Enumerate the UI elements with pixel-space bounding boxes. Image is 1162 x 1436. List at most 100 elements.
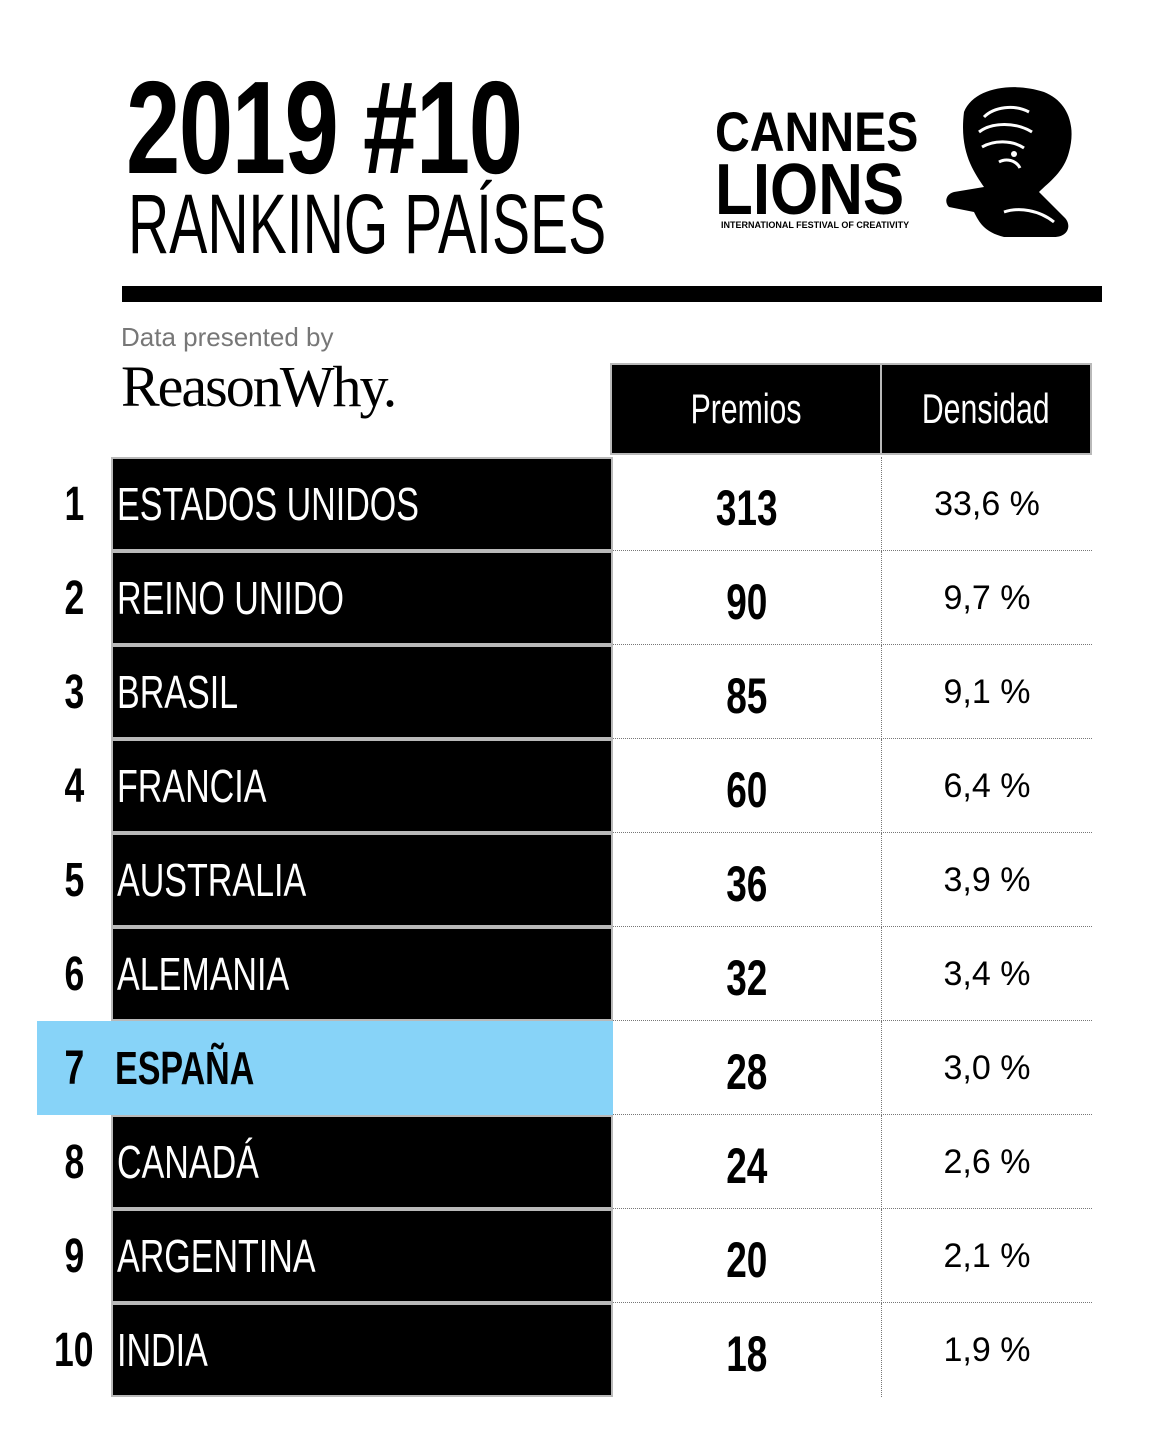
country-cell: BRASIL: [111, 645, 613, 739]
densidad-cell: 1,9 %: [881, 1303, 1092, 1397]
row-divider: [613, 1114, 1092, 1115]
column-header-densidad: Densidad: [880, 363, 1092, 455]
country-cell-text: CANADÁ: [117, 1136, 259, 1188]
row-divider: [613, 644, 1092, 645]
rank-cell-text: 1: [64, 477, 84, 531]
table-row: 8 CANADÁ 24 2,6 %: [0, 1115, 1162, 1209]
premios-cell-text: 36: [725, 856, 768, 912]
sponsor-logo: ReasonWhy.: [121, 354, 397, 419]
rank-cell: 9: [37, 1209, 111, 1303]
densidad-cell: 6,4 %: [881, 739, 1092, 833]
rank-cell-text: 2: [64, 571, 84, 625]
country-cell-text: BRASIL: [117, 666, 239, 718]
country-cell: ALEMANIA: [111, 927, 613, 1021]
country-cell-text: INDIA: [117, 1324, 208, 1376]
rank-cell-text: 9: [64, 1229, 84, 1283]
row-divider: [613, 832, 1092, 833]
premios-cell: 85: [613, 645, 880, 739]
country-cell-text: REINO UNIDO: [117, 572, 344, 624]
row-divider: [613, 1020, 1092, 1021]
row-divider: [613, 1208, 1092, 1209]
table-row: 10 INDIA 18 1,9 %: [0, 1303, 1162, 1397]
page-title: 2019 #10: [126, 54, 523, 201]
table-row: 2 REINO UNIDO 90 9,7 %: [0, 551, 1162, 645]
table-row: 7 ESPAÑA 28 3,0 %: [0, 1021, 1162, 1115]
country-cell: AUSTRALIA: [111, 833, 613, 927]
rank-cell-text: 5: [64, 853, 84, 907]
presented-by-label: Data presented by: [121, 322, 334, 352]
column-header-premios: Premios: [610, 363, 882, 455]
densidad-cell: 3,0 %: [881, 1021, 1092, 1115]
densidad-cell: 33,6 %: [881, 457, 1092, 551]
country-cell: ESPAÑA: [111, 1021, 613, 1115]
premios-cell-text: 28: [725, 1044, 768, 1100]
country-cell-text: FRANCIA: [117, 760, 267, 812]
rank-cell: 8: [37, 1115, 111, 1209]
premios-cell-text: 60: [725, 762, 768, 818]
rank-cell-text: 10: [54, 1323, 94, 1377]
rank-cell: 7: [37, 1021, 111, 1115]
premios-cell-text: 18: [725, 1326, 768, 1382]
country-cell: CANADÁ: [111, 1115, 613, 1209]
table-row: 3 BRASIL 85 9,1 %: [0, 645, 1162, 739]
premios-cell: 313: [613, 457, 880, 551]
table-row: 6 ALEMANIA 32 3,4 %: [0, 927, 1162, 1021]
densidad-cell: 9,7 %: [881, 551, 1092, 645]
rank-cell-text: 6: [64, 947, 84, 1001]
rank-cell-text: 8: [64, 1135, 84, 1189]
rank-cell-text: 3: [64, 665, 84, 719]
country-cell: REINO UNIDO: [111, 551, 613, 645]
premios-cell: 20: [613, 1209, 880, 1303]
logo-tagline: INTERNATIONAL FESTIVAL OF CREATIVITY: [721, 220, 910, 230]
column-header-densidad-label: Densidad: [922, 385, 1050, 432]
premios-cell-text: 32: [725, 950, 768, 1006]
country-cell-text: ALEMANIA: [117, 948, 290, 1000]
row-divider: [613, 1302, 1092, 1303]
rank-cell: 10: [37, 1303, 111, 1397]
densidad-cell: 3,9 %: [881, 833, 1092, 927]
logo-line2: LIONS: [715, 150, 905, 230]
rank-cell-text: 4: [64, 759, 84, 813]
country-cell-text: ESPAÑA: [115, 1042, 255, 1094]
table-row: 1 ESTADOS UNIDOS 313 33,6 %: [0, 457, 1162, 551]
densidad-cell: 2,1 %: [881, 1209, 1092, 1303]
premios-cell: 60: [613, 739, 880, 833]
table-row: 5 AUSTRALIA 36 3,9 %: [0, 833, 1162, 927]
row-divider: [613, 550, 1092, 551]
premios-cell-text: 313: [715, 480, 778, 536]
premios-cell: 36: [613, 833, 880, 927]
table-row: 9 ARGENTINA 20 2,1 %: [0, 1209, 1162, 1303]
rank-cell: 5: [37, 833, 111, 927]
rank-cell-text: 7: [64, 1041, 84, 1095]
densidad-cell: 3,4 %: [881, 927, 1092, 1021]
table-row: 4 FRANCIA 60 6,4 %: [0, 739, 1162, 833]
country-cell-text: ARGENTINA: [117, 1230, 316, 1282]
premios-cell: 24: [613, 1115, 880, 1209]
premios-cell-text: 85: [725, 668, 768, 724]
cannes-lions-logo: CANNES LIONS INTERNATIONAL FESTIVAL OF C…: [712, 82, 1082, 247]
rank-cell: 6: [37, 927, 111, 1021]
row-divider: [613, 738, 1092, 739]
rank-cell: 4: [37, 739, 111, 833]
premios-cell-text: 20: [725, 1232, 768, 1288]
premios-cell: 18: [613, 1303, 880, 1397]
premios-cell: 90: [613, 551, 880, 645]
densidad-cell: 2,6 %: [881, 1115, 1092, 1209]
premios-cell-text: 24: [725, 1138, 768, 1194]
row-divider: [613, 926, 1092, 927]
country-cell-text: AUSTRALIA: [117, 854, 307, 906]
rank-cell: 2: [37, 551, 111, 645]
country-cell: INDIA: [111, 1303, 613, 1397]
divider-rule: [122, 286, 1102, 302]
premios-cell: 32: [613, 927, 880, 1021]
premios-cell: 28: [613, 1021, 880, 1115]
premios-cell-text: 90: [725, 574, 768, 630]
column-header-premios-label: Premios: [690, 385, 802, 432]
rank-cell: 3: [37, 645, 111, 739]
rank-cell: 1: [37, 457, 111, 551]
page-subtitle: RANKING PAÍSES: [128, 177, 607, 271]
lion-icon: [946, 87, 1072, 238]
logo-line1: CANNES: [715, 100, 919, 163]
country-cell-text: ESTADOS UNIDOS: [117, 478, 419, 530]
country-cell: ARGENTINA: [111, 1209, 613, 1303]
